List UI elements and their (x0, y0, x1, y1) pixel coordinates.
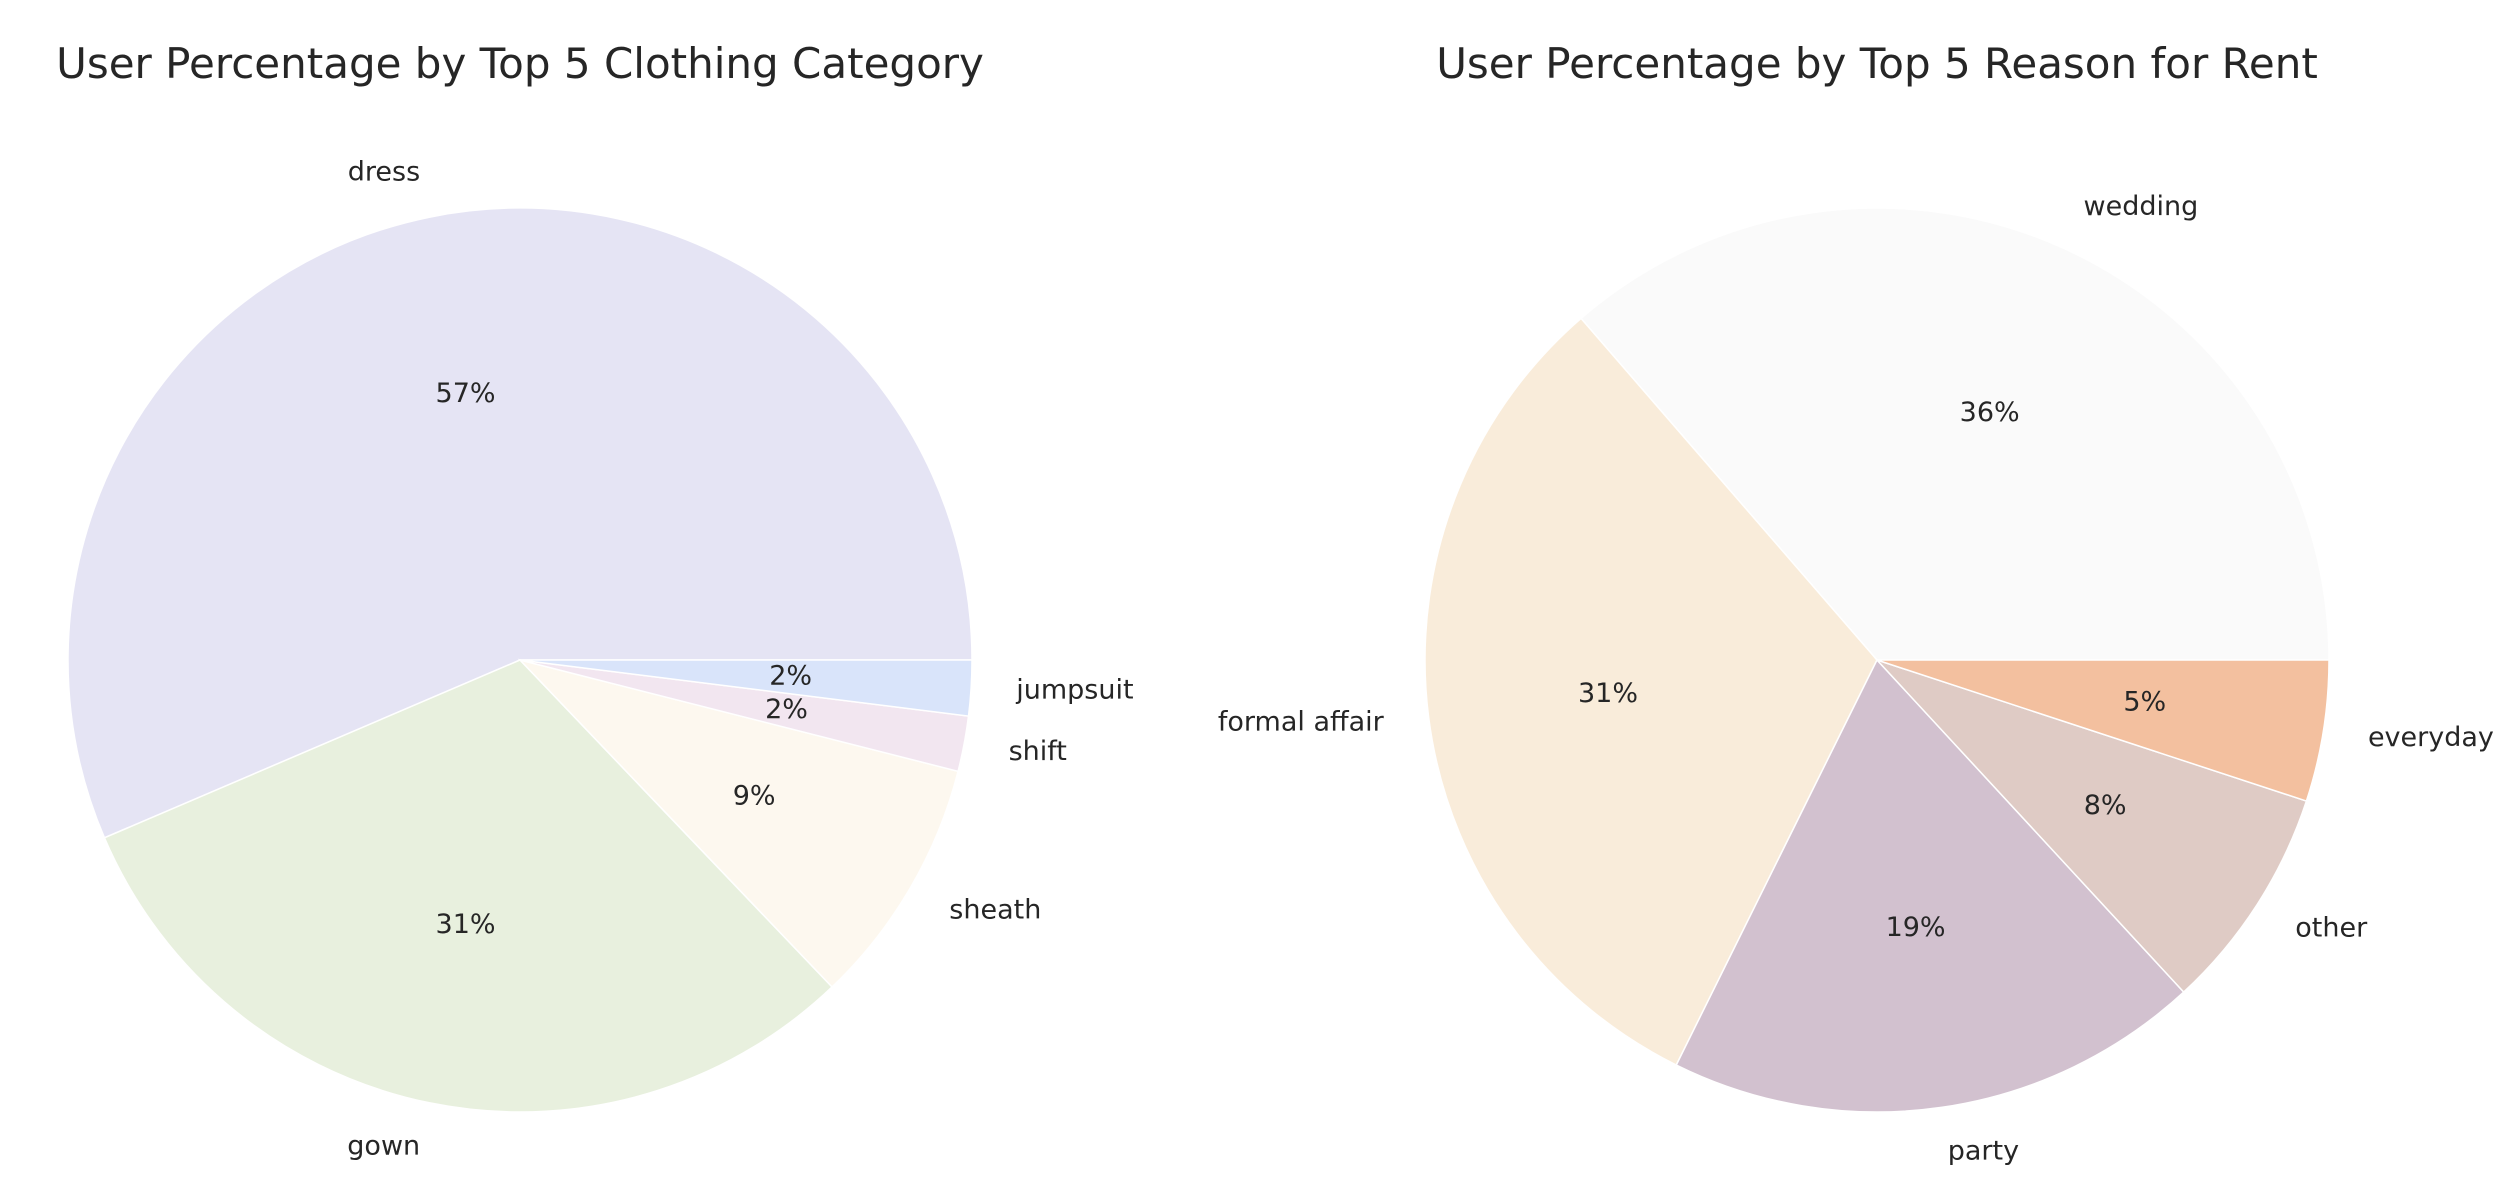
pie-slice-gown (103, 659, 834, 1113)
clothing-category-labels: dress 57% gown 31% sheath 9% shift 2% jumpsuit 2% (347, 156, 1133, 1161)
slice-label-sheath: sheath (949, 894, 1041, 925)
pie-slice-everyday (1876, 659, 2330, 802)
pie-slice-dress (67, 207, 973, 839)
percent-label-shift: 2% (765, 694, 808, 725)
percent-label-wedding: 36% (1960, 397, 2020, 428)
percent-label-dress: 57% (436, 378, 496, 409)
reason-for-rent-slices (1424, 207, 2330, 1113)
reason-for-rent-chart-title: User Percentage by Top 5 Reason for Rent (1436, 39, 2318, 88)
clothing-category-slices (67, 207, 973, 1113)
clothing-category-pie-chart: User Percentage by Top 5 Clothing Catego… (56, 39, 1133, 1162)
slice-label-dress: dress (348, 156, 420, 187)
pie-slice-party (1675, 658, 2185, 1113)
percent-label-formal-affair: 31% (1578, 678, 1638, 709)
pie-slice-other (1874, 658, 2308, 994)
reason-for-rent-labels: wedding 36% formal affair 31% party 19% other 8… (1218, 191, 2494, 1166)
slice-label-everyday: everyday (2368, 722, 2494, 753)
slice-label-shift: shift (1009, 736, 1067, 767)
pie-slice-jumpsuit (519, 659, 973, 717)
clothing-category-chart-title: User Percentage by Top 5 Clothing Catego… (56, 39, 984, 88)
reason-for-rent-pie-chart: User Percentage by Top 5 Reason for Rent… (1218, 39, 2494, 1167)
percent-label-gown: 31% (436, 909, 496, 940)
pie-slice-wedding (1579, 207, 2330, 661)
percent-label-jumpsuit: 2% (769, 660, 812, 691)
pie-slice-sheath (517, 658, 959, 989)
slice-label-party: party (1948, 1136, 2019, 1167)
slice-label-other: other (2295, 912, 2368, 943)
pie-slice-formal-affair (1424, 317, 1878, 1066)
slice-label-jumpsuit: jumpsuit (1015, 674, 1133, 705)
slice-label-gown: gown (347, 1131, 420, 1162)
percent-label-sheath: 9% (733, 780, 776, 811)
percent-label-party: 19% (1886, 912, 1946, 943)
slice-label-formal-affair: formal affair (1218, 706, 1385, 737)
slice-label-wedding: wedding (2084, 191, 2199, 222)
percent-label-everyday: 5% (2123, 686, 2166, 717)
percent-label-other: 8% (2084, 790, 2127, 821)
